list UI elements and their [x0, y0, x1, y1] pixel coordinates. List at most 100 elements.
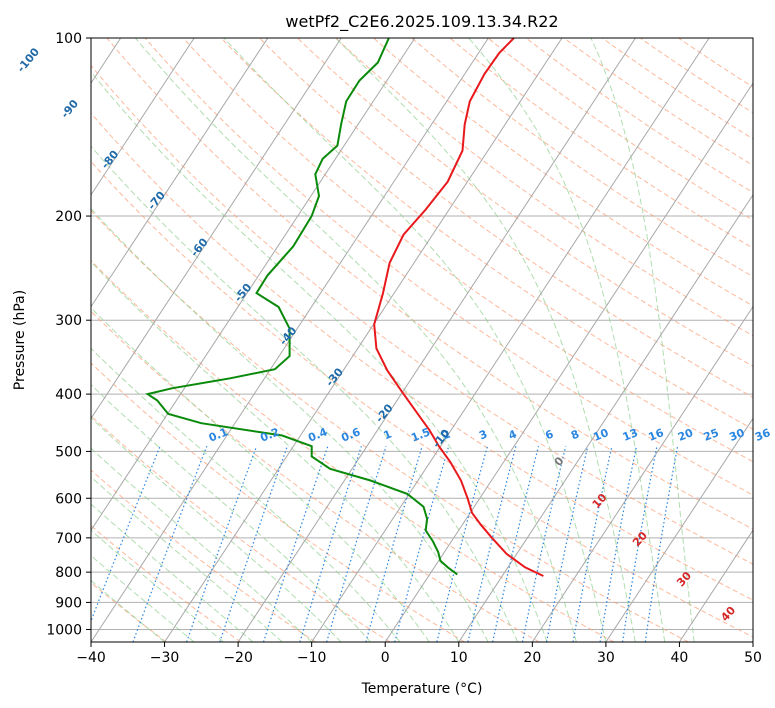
mixing-ratio-label: 2	[440, 428, 452, 443]
dry-adiabat-line	[91, 362, 465, 642]
moist-adiabat-line	[91, 384, 371, 642]
mixing-ratio-line	[572, 446, 613, 642]
plot-frame	[90, 37, 754, 643]
isotherm-line	[164, 38, 563, 642]
moist-adiabat-line	[91, 417, 342, 642]
moist-adiabat-line	[91, 145, 519, 642]
moist-adiabat-line	[91, 503, 254, 642]
y-tick-label: 1000	[46, 622, 82, 638]
temperature-profile-line	[373, 38, 544, 577]
mixing-ratio-line	[622, 446, 658, 642]
mixing-ratio-line	[262, 446, 329, 642]
dry-adiabat-line	[91, 469, 316, 642]
isotherm-line	[91, 38, 342, 420]
dry-adiabat-line	[144, 38, 753, 496]
mixing-ratio-line	[599, 446, 638, 642]
mixing-ratio-label: 25	[702, 426, 721, 444]
moist-adiabat-line	[91, 207, 489, 642]
x-tick-label: −20	[223, 650, 253, 666]
moist-adiabat-line	[135, 38, 577, 642]
dewpoint-profile-line	[145, 38, 458, 576]
isotherm-line	[384, 82, 753, 642]
plot-area	[91, 38, 753, 642]
y-tick-label: 400	[55, 387, 82, 403]
isotherm-line	[605, 417, 753, 642]
moist-adiabat-line	[91, 71, 548, 642]
moist-adiabat-line	[468, 38, 666, 642]
dry-adiabat-line	[91, 64, 753, 565]
mixing-ratio-label: 8	[569, 428, 581, 443]
dry-adiabat-line	[335, 38, 753, 337]
mixing-ratio-line	[521, 446, 567, 642]
mixing-ratio-line	[326, 446, 387, 642]
moist-adiabat-line	[91, 555, 195, 642]
dry-adiabat-line	[411, 38, 753, 278]
x-tick-label: 20	[523, 650, 541, 666]
x-axis-label: Temperature (°C)	[361, 681, 483, 697]
isotherm-line	[311, 38, 710, 642]
isotherm-line	[91, 38, 195, 196]
dry-adiabat-line	[91, 209, 689, 642]
x-tick-label: 0	[381, 650, 390, 666]
moist-adiabat-line	[91, 261, 460, 642]
mixing-ratio-label: 16	[647, 426, 666, 444]
moist-adiabat-line	[91, 476, 283, 642]
moist-adiabat-line	[590, 38, 695, 642]
isotherm-line	[237, 38, 636, 642]
x-tick-label: 30	[597, 650, 615, 666]
mixing-ratio-line	[186, 445, 258, 642]
y-tick-label: 900	[55, 595, 82, 611]
x-tick-label: −40	[76, 650, 106, 666]
mixing-ratio-line	[492, 446, 540, 642]
y-tick-label: 700	[55, 531, 82, 547]
mixing-ratio-label: 36	[753, 426, 772, 444]
y-axis-label: Pressure (hPa)	[12, 290, 28, 390]
mixing-ratio-line	[299, 446, 362, 642]
mixing-ratio-line	[219, 446, 288, 642]
mixing-ratio-label: 3	[477, 428, 489, 443]
moist-adiabat-line	[223, 38, 607, 642]
mixing-ratio-line	[546, 446, 589, 642]
dry-adiabat-line	[259, 38, 753, 398]
isotherm-line	[531, 305, 753, 642]
y-tick-label: 800	[55, 565, 82, 581]
dry-adiabat-line	[106, 38, 753, 530]
y-tick-label: 200	[55, 209, 82, 225]
isotherm-line	[678, 529, 753, 642]
mixing-ratio-label: 30	[727, 426, 746, 444]
mixing-ratio-label: 13	[621, 426, 640, 444]
axes: 0.1 0.2 0.4 0.6 1 1.5 2 3 4 6 8 10 13 16 20 25 30 36-100-…	[14, 31, 772, 666]
mixing-ratio-line	[467, 446, 517, 642]
moist-adiabat-line	[91, 579, 165, 642]
isotherm-line	[91, 38, 269, 308]
dry-adiabat-line	[91, 160, 753, 638]
x-tick-label: −30	[150, 650, 180, 666]
x-tick-label: 10	[450, 650, 468, 666]
y-tick-label: 300	[55, 313, 82, 329]
x-tick-label: −10	[297, 650, 327, 666]
isotherm-line	[91, 38, 416, 532]
dry-adiabat-line	[91, 112, 753, 601]
y-tick-label: 100	[55, 31, 82, 47]
dry-adiabat-line	[182, 38, 753, 463]
chart-title: wetPf2_C2E6.2025.109.13.34.R22	[285, 12, 558, 32]
mixing-ratio-line	[436, 446, 488, 642]
mixing-ratio-label: 1	[382, 428, 394, 443]
x-tick-label: 40	[671, 650, 689, 666]
y-tick-label: 500	[55, 444, 82, 460]
moist-adiabat-line	[91, 447, 313, 642]
mixing-ratio-line	[365, 446, 423, 642]
mixing-ratio-line	[132, 445, 208, 642]
dry-adiabat-line	[91, 415, 391, 642]
mixing-ratio-line	[394, 446, 450, 642]
mixing-ratio-label: 10	[591, 426, 610, 444]
mixing-ratio-label: 20	[676, 426, 695, 444]
dry-adiabat-line	[220, 38, 753, 430]
dry-adiabat-line	[525, 38, 753, 194]
moist-adiabat-line	[91, 307, 430, 642]
y-tick-label: 600	[55, 491, 82, 507]
moist-adiabat-line	[335, 38, 636, 642]
mixing-ratio-line	[644, 446, 679, 642]
